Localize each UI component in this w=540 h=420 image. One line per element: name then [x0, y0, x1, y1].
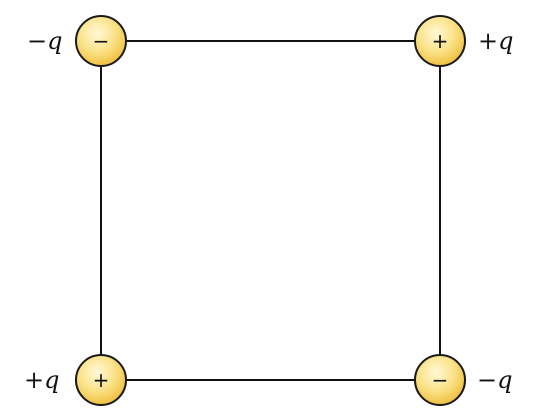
charge-label: +q — [24, 366, 59, 394]
charge-bottom-right: − −q — [414, 354, 512, 406]
charge-label: +q — [478, 27, 513, 55]
charge-sign: − — [93, 29, 110, 53]
charge-top-right: + +q — [414, 15, 513, 67]
charge-sign: + — [432, 29, 449, 53]
charge-sphere — [414, 15, 466, 67]
charge-sphere — [75, 354, 127, 406]
charge-bottom-left: + +q — [24, 354, 127, 406]
charge-sphere — [75, 15, 127, 67]
square-edges — [100, 40, 441, 381]
charge-sign: + — [93, 368, 110, 392]
charge-label: −q — [27, 27, 62, 55]
charge-top-left: − −q — [27, 15, 127, 67]
charge-label: −q — [477, 366, 512, 394]
charge-sign: − — [432, 368, 449, 392]
charge-sphere — [414, 354, 466, 406]
